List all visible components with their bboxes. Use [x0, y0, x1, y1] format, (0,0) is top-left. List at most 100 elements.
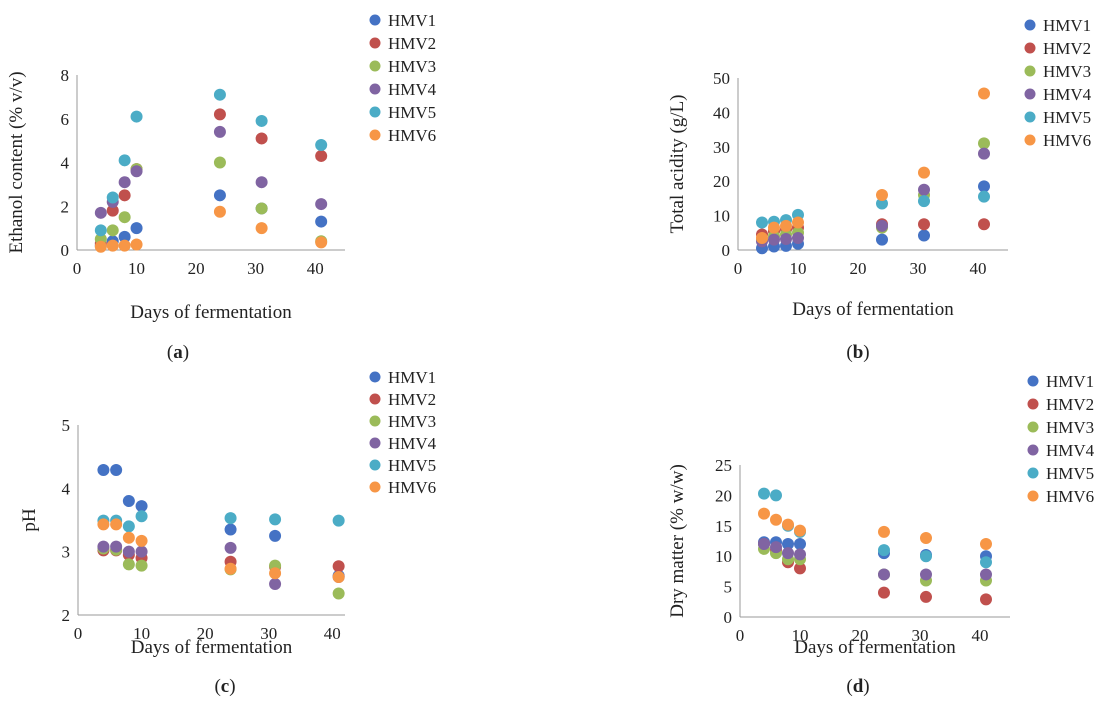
y-tick-label: 50 — [713, 69, 730, 88]
data-point-hmv1 — [224, 523, 237, 536]
legend-label-hmv2: HMV2 — [1043, 39, 1091, 58]
x-tick-label: 30 — [247, 259, 264, 278]
legend-marker-hmv2 — [1027, 398, 1039, 410]
data-point-hmv3 — [118, 211, 131, 224]
y-tick-label: 6 — [61, 110, 70, 129]
data-point-hmv2 — [980, 593, 992, 606]
x-tick-label: 10 — [128, 259, 145, 278]
data-point-hmv3 — [978, 137, 990, 150]
data-point-hmv6 — [794, 524, 806, 537]
data-point-hmv6 — [780, 219, 792, 232]
legend-label-hmv1: HMV1 — [1046, 372, 1094, 391]
legend-label-hmv1: HMV1 — [388, 368, 436, 387]
data-point-hmv3 — [135, 559, 148, 572]
legend-marker-hmv1 — [1024, 19, 1036, 31]
data-point-hmv5 — [224, 512, 237, 525]
y-axis-title: pH — [19, 508, 40, 532]
data-point-hmv4 — [122, 545, 135, 558]
y-tick-label: 30 — [713, 138, 730, 157]
x-tick-label: 20 — [197, 624, 214, 643]
legend-label-hmv1: HMV1 — [1043, 16, 1091, 35]
x-tick-label: 10 — [792, 626, 809, 645]
data-point-hmv1 — [269, 529, 282, 542]
legend-label-hmv4: HMV4 — [388, 80, 437, 99]
data-point-hmv5 — [122, 520, 135, 533]
x-tick-label: 40 — [970, 259, 987, 278]
legend-marker-hmv4 — [1027, 444, 1039, 456]
data-point-hmv1 — [122, 495, 135, 507]
data-point-hmv6 — [224, 562, 237, 575]
legend-label-hmv4: HMV4 — [1046, 441, 1095, 460]
data-point-hmv4 — [135, 545, 148, 558]
data-point-hmv6 — [770, 513, 782, 526]
data-point-hmv1 — [978, 180, 990, 193]
data-point-hmv4 — [794, 548, 806, 561]
legend-marker-hmv6 — [1024, 134, 1036, 146]
y-tick-label: 5 — [724, 578, 733, 597]
data-point-hmv1 — [782, 538, 794, 551]
data-point-hmv4 — [255, 176, 268, 189]
y-axis-title: Dry matter (% w/w) — [667, 464, 688, 618]
legend-marker-hmv3 — [369, 415, 381, 427]
y-tick-label: 10 — [713, 207, 730, 226]
data-point-hmv5 — [980, 556, 992, 569]
legend-label-hmv6: HMV6 — [388, 478, 436, 497]
data-point-hmv5 — [106, 191, 119, 204]
y-tick-label: 0 — [722, 241, 731, 260]
legend-marker-hmv6 — [1027, 490, 1039, 502]
y-tick-label: 4 — [61, 154, 70, 173]
x-tick-label: 40 — [972, 626, 989, 645]
data-point-hmv5 — [130, 110, 143, 123]
data-point-hmv2 — [213, 108, 226, 121]
data-point-hmv6 — [878, 525, 890, 538]
data-point-hmv5 — [213, 88, 226, 101]
data-point-hmv4 — [315, 198, 328, 211]
data-point-hmv5 — [269, 513, 282, 526]
data-point-hmv6 — [315, 236, 328, 249]
y-tick-label: 0 — [61, 241, 70, 260]
y-tick-label: 8 — [61, 66, 70, 85]
data-point-hmv4 — [780, 232, 792, 245]
panel-label: (a) — [167, 342, 189, 363]
data-point-hmv5 — [918, 195, 930, 208]
data-point-hmv4 — [978, 147, 990, 160]
data-point-hmv6 — [110, 518, 123, 531]
data-point-hmv6 — [758, 507, 770, 520]
data-point-hmv2 — [920, 590, 932, 603]
data-point-hmv6 — [978, 87, 990, 100]
legend-label-hmv5: HMV5 — [388, 456, 436, 475]
x-tick-label: 10 — [133, 624, 150, 643]
legend-marker-hmv4 — [1024, 88, 1036, 100]
data-point-hmv6 — [792, 216, 804, 229]
x-tick-label: 30 — [910, 259, 927, 278]
x-tick-label: 0 — [736, 626, 745, 645]
legend-marker-hmv2 — [369, 393, 381, 405]
data-point-hmv1 — [213, 189, 226, 202]
legend-marker-hmv2 — [369, 37, 381, 49]
data-point-hmv5 — [920, 550, 932, 563]
data-point-hmv6 — [130, 238, 143, 251]
y-tick-label: 15 — [715, 517, 732, 536]
legend-label-hmv3: HMV3 — [1043, 62, 1091, 81]
data-point-hmv4 — [97, 540, 110, 553]
legend-marker-hmv6 — [369, 129, 381, 141]
data-point-hmv5 — [758, 487, 770, 500]
x-tick-label: 0 — [74, 624, 83, 643]
data-point-hmv6 — [94, 240, 107, 253]
y-tick-label: 5 — [62, 416, 71, 435]
x-axis-title: Days of fermentation — [130, 302, 292, 323]
data-point-hmv3 — [106, 224, 119, 237]
y-tick-label: 25 — [715, 456, 732, 475]
data-point-hmv2 — [332, 560, 345, 573]
legend-marker-hmv5 — [369, 106, 381, 118]
legend-marker-hmv2 — [1024, 42, 1036, 54]
data-point-hmv1 — [130, 222, 143, 235]
x-axis-title: Days of fermentation — [131, 637, 293, 658]
legend-label-hmv3: HMV3 — [388, 412, 436, 431]
data-point-hmv4 — [768, 233, 780, 246]
data-point-hmv5 — [770, 489, 782, 502]
data-point-hmv3 — [122, 558, 135, 571]
y-tick-label: 0 — [724, 608, 733, 627]
legend-label-hmv2: HMV2 — [388, 34, 436, 53]
